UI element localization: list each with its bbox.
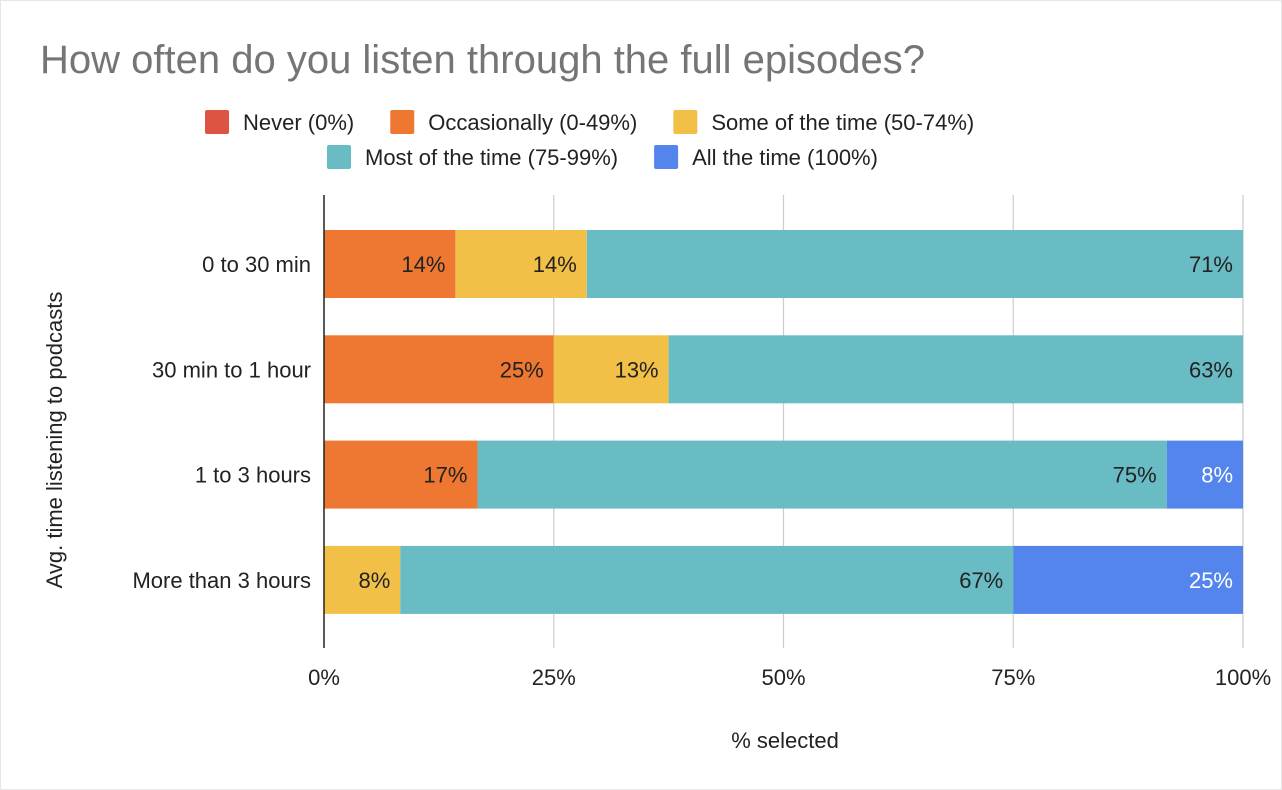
bar-segment-1-2: [553, 335, 669, 404]
x-axis-title: % selected: [731, 728, 839, 753]
data-label-3-2: 8%: [358, 568, 390, 593]
y-tick-label-2: 1 to 3 hours: [195, 463, 311, 488]
legend-label-3: Most of the time (75-99%): [365, 145, 618, 170]
legend-swatch-0: [205, 110, 229, 134]
bar-segment-0-2: [455, 230, 587, 298]
data-label-0-2: 14%: [533, 252, 577, 277]
x-tick-label-1: 25%: [532, 665, 576, 690]
bar-segment-0-3: [586, 230, 1243, 298]
data-label-0-3: 71%: [1189, 252, 1233, 277]
bar-segment-2-3: [477, 440, 1167, 509]
bar-segment-3-4: [1013, 545, 1243, 614]
data-label-3-3: 67%: [959, 568, 1003, 593]
bar-segment-1-1: [324, 335, 554, 404]
data-label-0-1: 14%: [401, 252, 445, 277]
data-label-2-4: 8%: [1201, 463, 1233, 488]
data-label-2-1: 17%: [423, 463, 467, 488]
legend-label-4: All the time (100%): [692, 145, 878, 170]
legend-label-2: Some of the time (50-74%): [711, 110, 974, 135]
legend-swatch-2: [673, 110, 698, 134]
bar-segment-3-2: [324, 545, 401, 614]
legend-swatch-1: [390, 110, 415, 134]
legend-label-0: Never (0%): [243, 110, 354, 135]
legend-swatch-4: [654, 145, 679, 169]
bar-segment-2-4: [1166, 440, 1243, 509]
bar-segment-1-3: [668, 335, 1243, 404]
data-label-2-3: 75%: [1113, 463, 1157, 488]
x-tick-label-0: 0%: [308, 665, 340, 690]
data-label-1-3: 63%: [1189, 357, 1233, 382]
bar-segment-2-1: [324, 440, 478, 509]
legend-swatch-3: [327, 145, 351, 169]
bar-segment-0-1: [324, 230, 456, 298]
y-tick-label-3: More than 3 hours: [132, 568, 311, 593]
chart-title: How often do you listen through the full…: [40, 38, 925, 82]
data-label-1-1: 25%: [500, 357, 544, 382]
y-tick-label-0: 0 to 30 min: [202, 252, 311, 277]
legend-label-1: Occasionally (0-49%): [428, 110, 637, 135]
x-tick-label-2: 50%: [761, 665, 805, 690]
data-label-3-4: 25%: [1189, 568, 1233, 593]
y-axis-title: Avg. time listening to podcasts: [42, 292, 67, 589]
bar-segment-3-3: [400, 545, 1014, 614]
x-tick-label-4: 100%: [1215, 665, 1271, 690]
data-label-1-2: 13%: [615, 357, 659, 382]
x-tick-label-3: 75%: [991, 665, 1035, 690]
y-tick-label-1: 30 min to 1 hour: [152, 357, 311, 382]
